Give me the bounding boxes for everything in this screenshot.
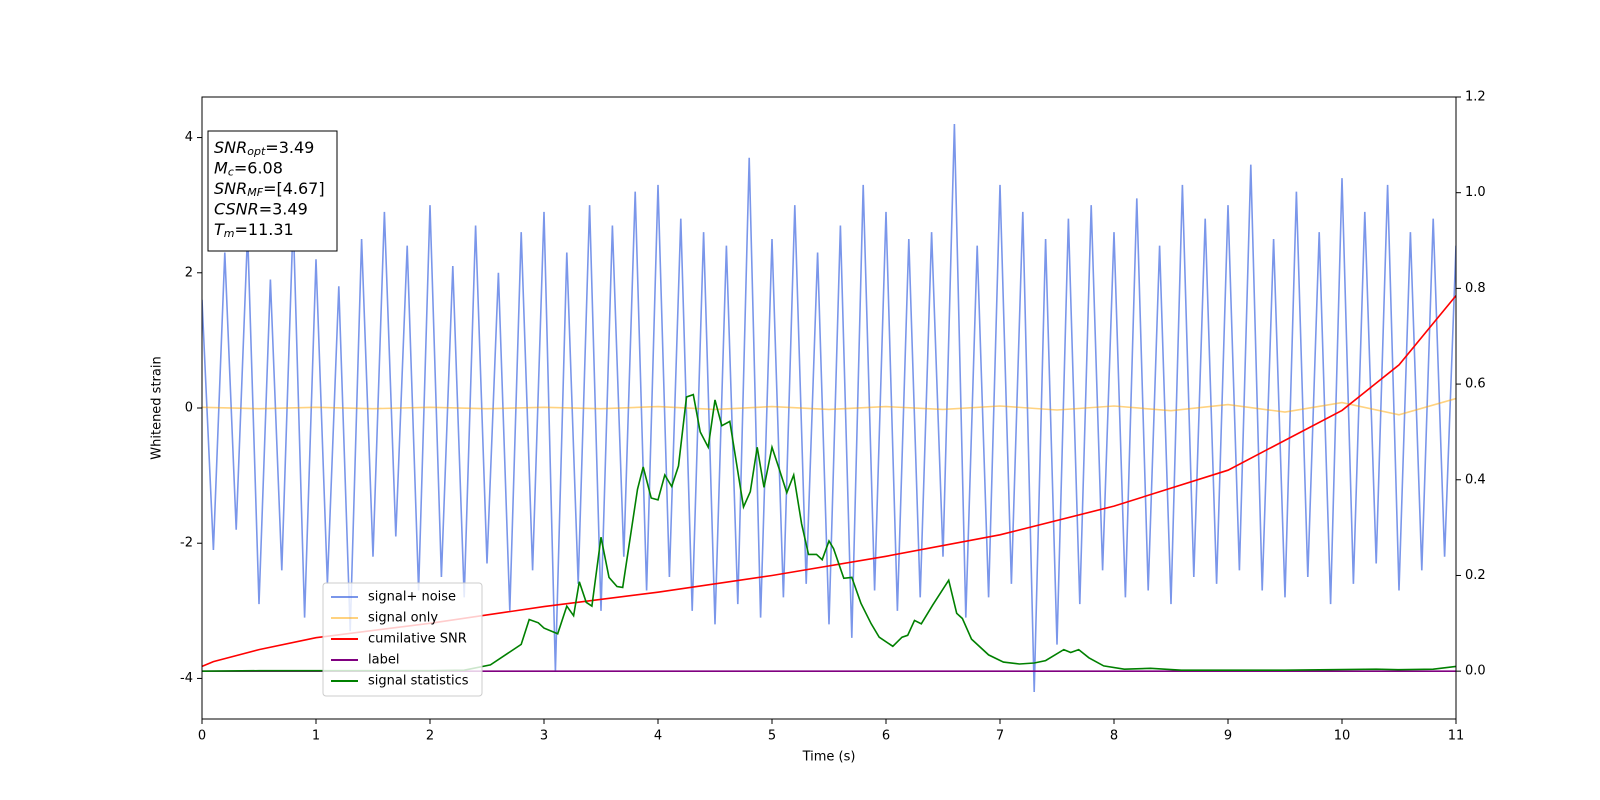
x-tick-label: 7	[996, 729, 1004, 744]
annotation-value: =[4.67]	[263, 179, 325, 198]
y-axis-label: Whitened strain	[150, 356, 165, 459]
y-tick-label: 4	[185, 130, 193, 145]
series-line	[202, 123, 1456, 693]
series-line	[202, 397, 1456, 416]
annotation-subscript: opt	[247, 145, 266, 158]
x-tick-label: 3	[540, 729, 548, 744]
y2-tick-label: 1.0	[1465, 185, 1486, 200]
x-tick-label: 11	[1448, 729, 1465, 744]
x-tick-label: 9	[1224, 729, 1232, 744]
annotation-symbol: SNR	[214, 179, 247, 198]
annotation-symbol: CSNR	[214, 199, 259, 218]
legend-label: label	[368, 653, 399, 668]
y2-tick-label: 0.2	[1465, 568, 1486, 583]
legend-label: signal+ noise	[368, 590, 456, 605]
series-line	[202, 295, 1456, 668]
annotation-line: SNRopt=3.49	[214, 138, 314, 159]
x-tick-label: 0	[198, 729, 206, 744]
x-tick-label: 2	[426, 729, 434, 744]
y-tick-label: -4	[180, 671, 193, 686]
y-tick-label: 0	[185, 401, 193, 416]
annotation-line: SNRMF=[4.67]	[214, 179, 325, 200]
annotation-line: Tm=11.31	[214, 220, 294, 241]
y-tick-label: 2	[185, 265, 193, 280]
x-axis-label: Time (s)	[802, 750, 856, 765]
y2-tick-label: 0.8	[1465, 281, 1486, 296]
y2-tick-label: 1.2	[1465, 90, 1486, 105]
y2-tick-label: 0.6	[1465, 377, 1486, 392]
annotation-symbol: M	[214, 158, 228, 177]
annotation-line: Mc=6.08	[214, 158, 283, 179]
annotation-line: CSNR=3.49	[214, 199, 308, 218]
annotation-symbol: T	[214, 220, 225, 239]
x-tick-label: 8	[1110, 729, 1118, 744]
annotation-subscript: m	[224, 227, 235, 240]
annotation-symbol: SNR	[214, 138, 247, 157]
legend-box	[322, 582, 483, 697]
annotation-subscript: c	[228, 166, 234, 179]
annotation-value: =11.31	[235, 220, 294, 239]
y-tick-label: -2	[180, 536, 193, 551]
annotation-value: =6.08	[234, 158, 283, 177]
x-tick-label: 4	[654, 729, 662, 744]
x-tick-label: 5	[768, 729, 776, 744]
x-tick-label: 10	[1334, 729, 1351, 744]
x-tick-label: 6	[882, 729, 890, 744]
annotation-subscript: MF	[247, 186, 263, 199]
legend-label: signal statistics	[368, 674, 469, 689]
annotation-value: =3.49	[265, 138, 314, 157]
x-tick-label: 1	[312, 729, 320, 744]
y2-tick-label: 0.4	[1465, 472, 1486, 487]
y2-tick-label: 0.0	[1465, 664, 1486, 679]
annotation-box	[207, 130, 338, 252]
legend-label: cumilative SNR	[368, 632, 467, 647]
annotation-value: =3.49	[259, 199, 308, 218]
legend-label: signal only	[368, 611, 438, 626]
series-line	[202, 393, 1456, 672]
